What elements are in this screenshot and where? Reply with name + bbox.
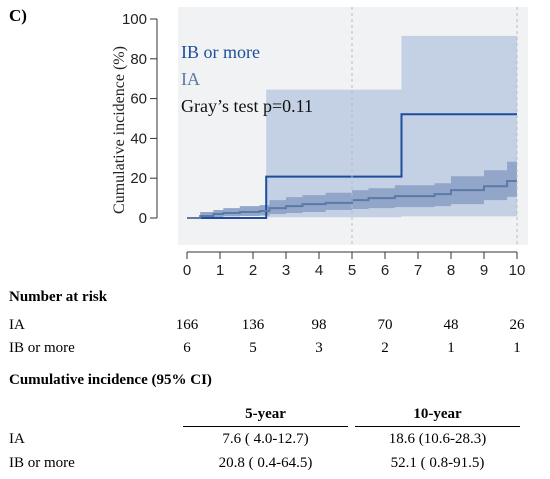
risk-cell: 1 [513,340,521,356]
y-tick-label-100: 100 [122,11,147,28]
x-tick-label-5: 5 [348,262,356,279]
risk-cell: 2 [381,340,389,356]
ib-ci-band [187,35,517,219]
risk-table-title: Number at risk [9,289,108,305]
ci-table-title: Cumulative incidence (95% CI) [9,372,212,388]
x-tick-label-6: 6 [381,262,389,279]
cumulative-incidence-chart: 0 20 40 60 80 100 0 1 2 3 4 5 6 7 8 9 10 Cumulative inci… [111,7,528,279]
x-tick-label-8: 8 [447,262,455,279]
x-tick-label-9: 9 [480,262,488,279]
ib-series-line [187,113,517,219]
y-tick-label-80: 80 [130,51,147,68]
ci-cell: 52.1 ( 0.8-91.5) [390,455,485,471]
ci-cell: 20.8 ( 0.4-64.5) [218,455,313,471]
y-tick-label-0: 0 [139,210,147,227]
grays-test-annotation: Gray’s test p=0.11 [181,96,313,116]
risk-cell: 48 [443,317,459,333]
ci-row-label: IA [9,431,25,447]
x-tick-label-1: 1 [216,262,224,279]
ci-header-10-year: 10-year [413,406,462,422]
x-tick-label-7: 7 [414,262,422,279]
x-tick-label-2: 2 [249,262,257,279]
risk-row-label: IB or more [9,340,75,356]
y-tick-label-40: 40 [130,130,147,147]
ia-ci-band [187,161,517,218]
x-tick-label-3: 3 [282,262,290,279]
x-tick-label-0: 0 [183,262,191,279]
risk-cell: 6 [183,340,191,356]
risk-cell: 136 [241,317,265,333]
legend-ia-label: IA [181,69,200,89]
risk-cell: 26 [509,317,525,333]
risk-cell: 98 [311,317,327,333]
risk-cell: 1 [447,340,455,356]
risk-cell: 70 [377,317,393,333]
ci-cell: 7.6 ( 4.0-12.7) [222,431,309,447]
legend-ib-label: IB or more [181,42,260,62]
x-tick-label-4: 4 [315,262,323,279]
ci-header-5-year: 5-year [245,406,286,422]
risk-row-label: IA [9,317,25,333]
risk-cell: 3 [315,340,323,356]
y-tick-label-60: 60 [130,91,147,108]
ci-row-label: IB or more [9,455,75,471]
x-tick-label-10: 10 [509,262,526,279]
ia-series-line [187,180,517,219]
y-axis-label: Cumulative incidence (%) [111,46,128,214]
risk-cell: 5 [249,340,257,356]
panel-label: C) [9,6,27,25]
ci-header-rule-5 [183,426,348,427]
risk-cell: 166 [175,317,199,333]
y-tick-label-20: 20 [130,170,147,187]
ci-header-rule-10 [355,426,520,427]
ci-cell: 18.6 (10.6-28.3) [388,431,487,447]
